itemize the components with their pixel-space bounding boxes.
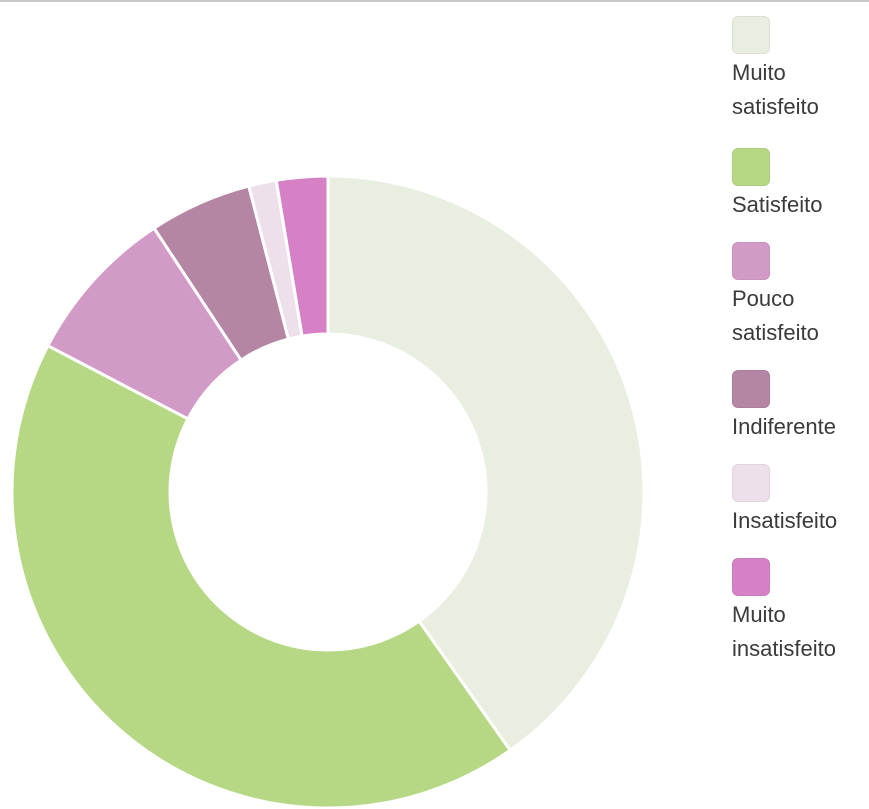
legend-swatch [732,16,770,54]
legend-swatch [732,558,770,596]
legend-label: Satisfeito [732,192,823,217]
top-divider [0,0,869,2]
donut-slices [10,174,646,809]
legend-item-indiferente[interactable]: Indiferente [732,370,869,444]
chart-legend: Muito satisfeito Satisfeito Pouco satisf… [732,16,869,686]
legend-label: Muito insatisfeito [732,602,836,661]
legend-label: Pouco satisfeito [732,286,819,345]
legend-swatch [732,148,770,186]
legend-item-satisfeito[interactable]: Satisfeito [732,148,869,222]
legend-swatch [732,464,770,502]
slice-muito-satisfeito[interactable] [326,174,646,752]
legend-item-insatisfeito[interactable]: Insatisfeito [732,464,869,538]
slice-muito-insatisfeito[interactable] [274,174,330,338]
legend-item-muito-insatisfeito[interactable]: Muito insatisfeito [732,558,869,666]
legend-label: Indiferente [732,414,836,439]
legend-item-muito-satisfeito[interactable]: Muito satisfeito [732,16,869,124]
legend-swatch [732,370,770,408]
legend-swatch [732,242,770,280]
legend-item-pouco-satisfeito[interactable]: Pouco satisfeito [732,242,869,350]
slice-satisfeito[interactable] [10,344,512,809]
legend-label: Muito satisfeito [732,60,819,119]
legend-label: Insatisfeito [732,508,838,533]
